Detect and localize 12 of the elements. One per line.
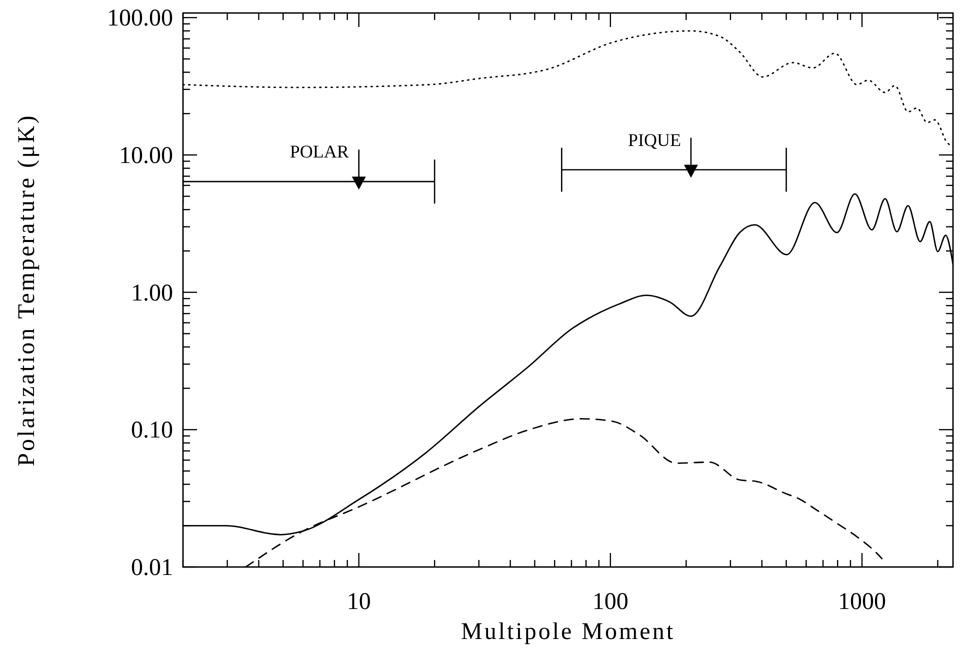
y-tick-label: 0.01 [131,555,173,581]
annotation: PIQUE [628,130,681,150]
y-tick-label: 0.10 [131,418,173,444]
x-tick-label: 1000 [838,589,886,615]
x-tick-label: 10 [346,589,371,615]
y-tick-label: 10.00 [119,142,173,169]
x-axis-title: Multipole Moment [461,619,675,645]
x-tick-label: 100 [592,589,628,615]
y-axis-title: Polarization Temperature (μK) [14,114,40,466]
annotation: POLAR [290,142,349,162]
y-tick-label: 1.00 [131,280,173,306]
y-tick-label: 100.00 [107,6,173,32]
